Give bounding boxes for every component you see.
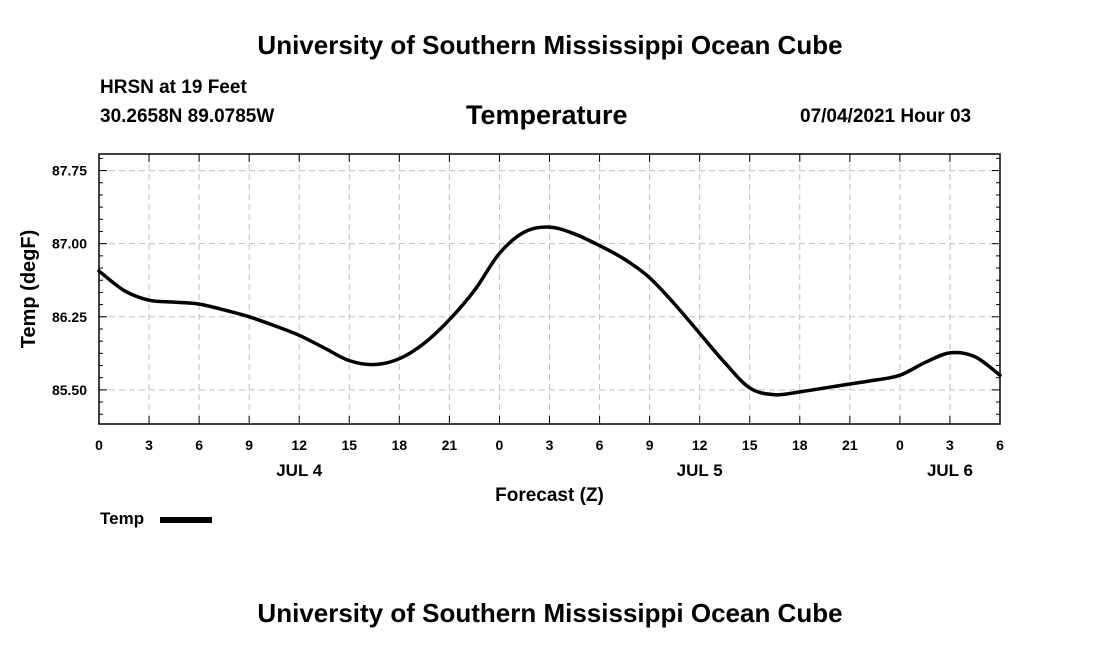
- date-label: JUL 4: [276, 461, 323, 480]
- x-tick-label: 18: [792, 437, 808, 453]
- x-tick-label: 3: [546, 437, 554, 453]
- x-tick-label: 21: [842, 437, 858, 453]
- x-tick-label: 6: [596, 437, 604, 453]
- legend-label: Temp: [100, 509, 145, 528]
- x-tick-label: 3: [946, 437, 954, 453]
- x-tick-label: 12: [692, 437, 708, 453]
- station-label: HRSN at 19 Feet: [100, 77, 247, 98]
- plot-frame: [98, 153, 1001, 425]
- legend-line-swatch: [160, 517, 212, 523]
- y-axis-label: Temp (degF): [18, 230, 40, 349]
- date-label: JUL 6: [927, 461, 973, 480]
- page-title: University of Southern Mississippi Ocean…: [257, 30, 843, 60]
- x-tick-label: 18: [392, 437, 408, 453]
- y-tick-label: 87.00: [52, 236, 87, 252]
- y-tick-label: 87.75: [52, 163, 87, 179]
- x-tick-label: 15: [341, 437, 357, 453]
- footer-title: University of Southern Mississippi Ocean…: [257, 598, 843, 628]
- x-tick-label: 0: [896, 437, 904, 453]
- chart-title: Temperature: [466, 100, 628, 130]
- x-tick-label: 6: [195, 437, 203, 453]
- date-label: JUL 5: [677, 461, 723, 480]
- y-tick-label: 85.50: [52, 382, 87, 398]
- timestamp-label: 07/04/2021 Hour 03: [800, 106, 972, 127]
- x-axis-label: Forecast (Z): [495, 485, 604, 506]
- x-tick-label: 0: [95, 437, 103, 453]
- x-tick-label: 21: [442, 437, 458, 453]
- temp-series-line: [97, 225, 1002, 397]
- x-tick-label: 9: [245, 437, 253, 453]
- x-tick-label: 15: [742, 437, 758, 453]
- x-tick-label: 12: [291, 437, 307, 453]
- y-tick-label: 86.25: [52, 309, 87, 325]
- x-tick-label: 9: [646, 437, 654, 453]
- x-tick-label: 0: [496, 437, 504, 453]
- x-tick-label: 6: [996, 437, 1004, 453]
- coordinates-label: 30.2658N 89.0785W: [100, 106, 275, 127]
- x-tick-label: 3: [145, 437, 153, 453]
